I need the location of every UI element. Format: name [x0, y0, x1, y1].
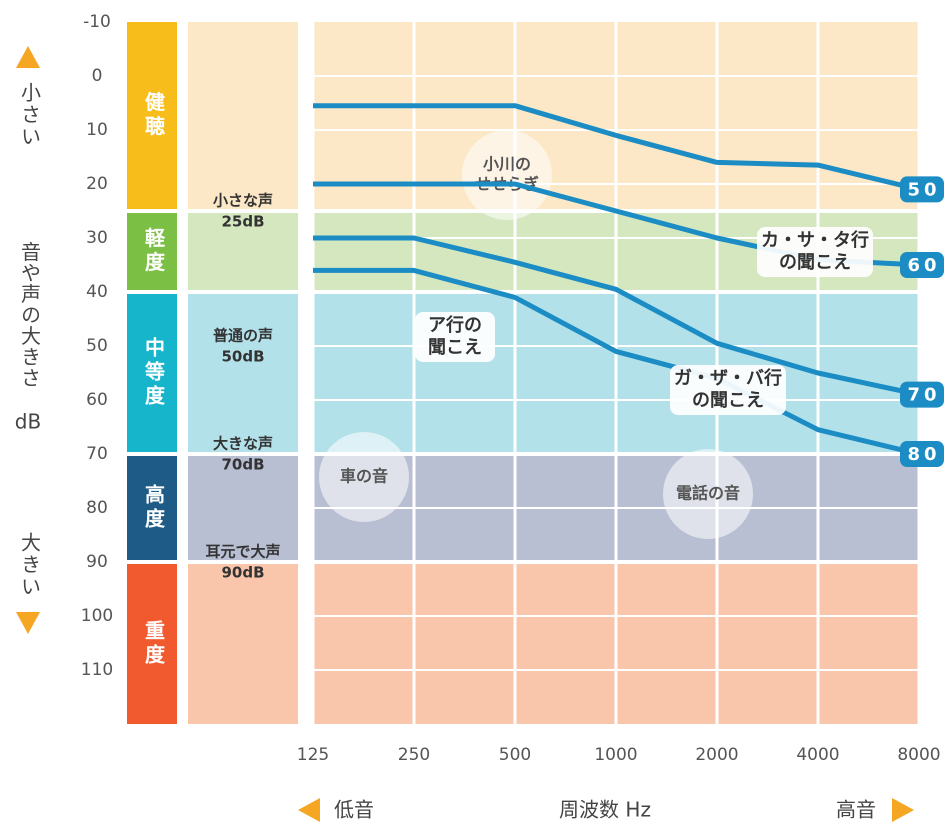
y-tick-label: -10	[83, 12, 111, 32]
callout-text: ア行の	[428, 314, 482, 336]
x-tick-label: 125	[297, 745, 329, 765]
band-label: 重度	[142, 620, 166, 668]
sound-text: 電話の音	[676, 484, 740, 503]
arrow-left	[298, 798, 320, 822]
line	[313, 235, 920, 398]
callout-box	[670, 365, 786, 415]
x-high: 高音	[836, 798, 876, 822]
badge	[900, 381, 944, 408]
badge	[900, 441, 944, 467]
level-label: 90dB	[221, 564, 264, 582]
arrow-up	[16, 46, 40, 68]
band-mid	[188, 213, 298, 290]
callout-text: ガ・ザ・バ行	[674, 367, 782, 389]
legend-label: 60	[907, 255, 940, 276]
legend-label: 70	[907, 385, 940, 406]
arrow-right	[892, 798, 914, 822]
level-label: 50dB	[221, 348, 264, 366]
callout-box	[757, 227, 873, 277]
y-tick-label: 50	[86, 336, 108, 356]
sound-bubble	[319, 432, 409, 522]
band-bar	[127, 22, 177, 209]
y-bottom: 大きい	[18, 532, 42, 598]
y-tick-label: 100	[81, 606, 113, 626]
level-name: 耳元で大声	[205, 543, 280, 561]
band-label: 高度	[142, 483, 166, 532]
x-low: 低音	[334, 798, 374, 822]
level-label: 25dB	[221, 213, 264, 231]
sound-text: 車の音	[340, 467, 388, 486]
y-tick-label: 20	[86, 174, 108, 194]
band-label: 健聴	[142, 90, 166, 139]
y-tick-label: 70	[86, 444, 108, 464]
legend-label: 50	[907, 179, 940, 200]
band-mid	[188, 564, 298, 724]
callout-text: 聞こえ	[428, 337, 482, 358]
y-tick-label: 90	[86, 552, 108, 572]
band-label: 軽度	[142, 227, 166, 275]
legend-label: 80	[907, 444, 940, 465]
y-tick-label: 110	[81, 660, 113, 680]
band-mid	[188, 294, 298, 452]
band-bar	[127, 213, 177, 290]
badge	[900, 252, 944, 278]
x-tick-label: 1000	[594, 745, 637, 765]
sound-bubble	[462, 130, 552, 220]
y-tick-label: 40	[86, 282, 108, 302]
band-mid	[188, 456, 298, 560]
sound-bubble	[663, 449, 753, 539]
y-tick-label: 80	[86, 498, 108, 518]
callout-text: カ・サ・タ行	[761, 229, 869, 251]
band-bar	[127, 456, 177, 560]
band-bar	[127, 294, 177, 452]
y-tick-label: 30	[86, 228, 108, 248]
x-tick-label: 250	[398, 745, 430, 765]
level-name: 小さな声	[213, 192, 273, 210]
x-tick-label: 500	[499, 745, 531, 765]
x-tick-label: 8000	[897, 745, 940, 765]
line	[313, 267, 920, 457]
x-label: 周波数 Hz	[559, 798, 651, 822]
x-tick-label: 4000	[796, 745, 839, 765]
band-label: 中等度	[142, 336, 166, 409]
y-label: 音や声の大きさ	[18, 241, 42, 388]
x-tick-label: 2000	[695, 745, 738, 765]
band-mid	[188, 22, 298, 209]
y-unit: dB	[15, 410, 41, 434]
level-name: 大きな声	[213, 435, 273, 453]
callout-box	[415, 312, 495, 362]
callout-text: の聞こえ	[779, 252, 851, 273]
arrow-down	[16, 612, 40, 634]
y-tick-label: 10	[86, 120, 108, 140]
level-name: 普通の声	[213, 327, 273, 345]
y-top: 小さい	[18, 82, 42, 148]
y-tick-label: 0	[92, 66, 103, 86]
callout-text: の聞こえ	[692, 390, 764, 411]
line	[313, 103, 920, 192]
band-bar	[127, 564, 177, 724]
level-label: 70dB	[221, 456, 264, 474]
y-tick-label: 60	[86, 390, 108, 410]
badge	[900, 176, 944, 203]
sound-text: 小川の	[483, 155, 531, 174]
